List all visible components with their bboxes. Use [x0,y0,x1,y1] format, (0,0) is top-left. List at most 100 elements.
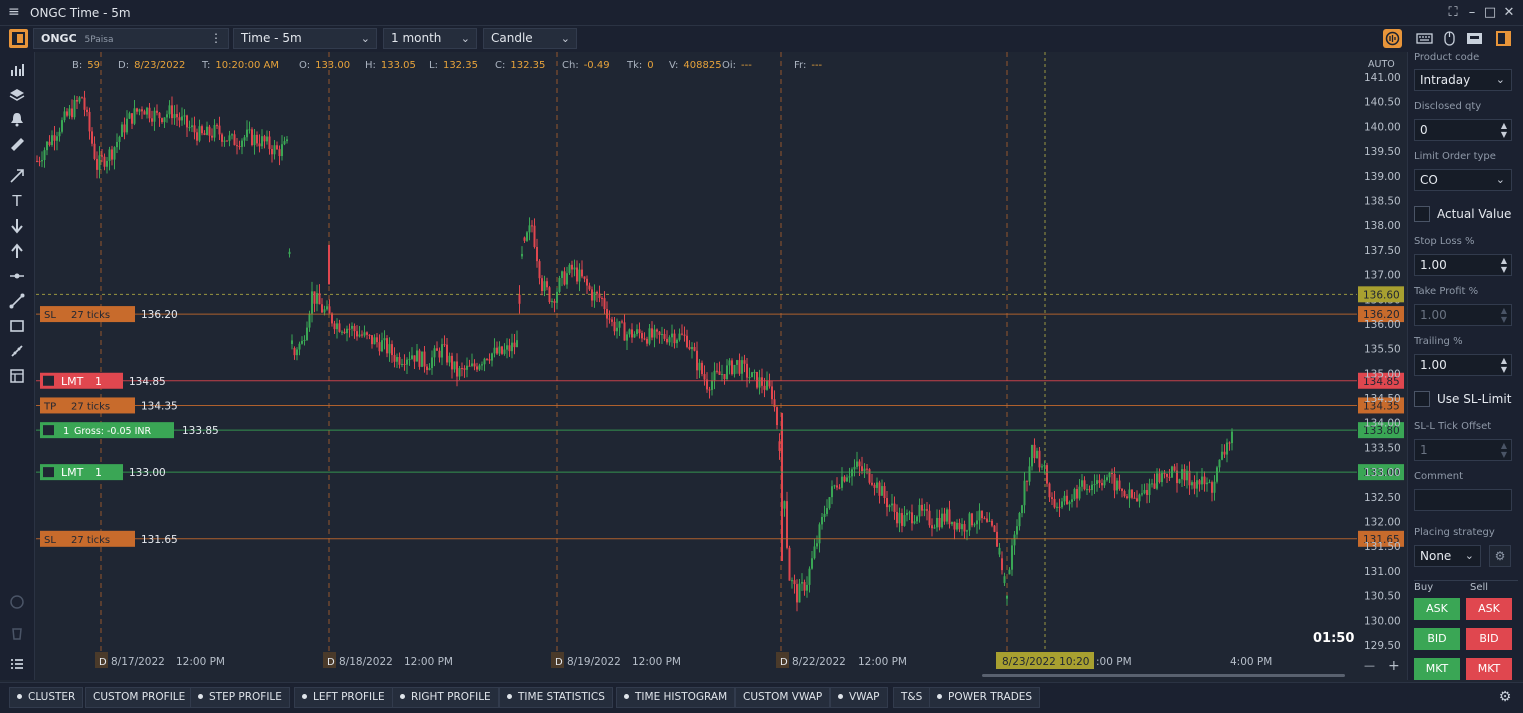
limit-order-type-select[interactable]: CO ⌄ [1414,169,1512,191]
tab-vwap[interactable]: VWAP [830,687,888,708]
hamburger-icon[interactable]: ≡ [8,4,20,20]
templates-icon[interactable] [8,367,26,385]
trendline-arrow-icon[interactable] [8,167,26,185]
candle-body [898,513,901,524]
candle-body [921,504,923,511]
candle-body [1206,482,1208,485]
tab-cluster[interactable]: CLUSTER [9,687,84,708]
candle-body [593,291,596,301]
take-profit-input[interactable]: 1.00 ▲ ▼ [1414,304,1512,326]
tab-power-trades[interactable]: POWER TRADES [929,687,1041,708]
more-icon[interactable]: ⋮ [210,31,222,45]
spinner-icon[interactable]: ▲ ▼ [1500,441,1507,459]
product-code-select[interactable]: Intraday ⌄ [1414,69,1512,91]
sell-mkt-button[interactable]: MKT [1466,658,1512,680]
candle-body [308,313,311,328]
spinner-icon[interactable]: ▲ ▼ [1500,306,1507,324]
buy-ask-button[interactable]: ASK [1414,598,1460,620]
symbol-selector[interactable]: ONGC 5Paisa ⋮ [33,28,229,49]
candle-body [808,568,811,585]
sl-tick-offset-input[interactable]: 1 ▲ ▼ [1414,439,1512,461]
layers-icon[interactable] [8,86,26,104]
tab-time-histogram[interactable]: TIME HISTOGRAM [616,687,736,708]
magnet-icon[interactable] [8,342,26,360]
alert-bell-icon[interactable] [8,110,26,128]
horizontal-line-icon[interactable] [8,267,26,285]
close-icon[interactable]: ✕ [1503,5,1515,20]
right-panel-toggle-icon[interactable] [1494,29,1513,48]
candle-body [476,366,478,370]
hide-drawings-icon[interactable] [8,593,26,611]
tab-custom-profile[interactable]: CUSTOM PROFILE [85,687,194,708]
candle-body [483,358,486,365]
tab-t-s[interactable]: T&S [893,687,931,708]
tab-left-profile[interactable]: LEFT PROFILE [294,687,393,708]
candle-body [901,513,903,526]
tab-step-profile[interactable]: STEP PROFILE [190,687,290,708]
tab-right-profile[interactable]: RIGHT PROFILE [392,687,499,708]
spinner-icon[interactable]: ▲ ▼ [1500,356,1507,374]
comment-input[interactable] [1414,489,1512,511]
tab-custom-vwap[interactable]: CUSTOM VWAP [735,687,831,708]
candle-body [171,105,173,119]
minimize-icon[interactable]: – [1468,5,1476,20]
sell-ask-button[interactable]: ASK [1466,598,1512,620]
line-tool-icon[interactable] [8,292,26,310]
timeframe-select[interactable]: Time - 5m ⌄ [233,28,377,49]
sell-bid-button[interactable]: BID [1466,628,1512,650]
axis-price-label: 133.80 [1363,425,1400,437]
sidebar-toggle-icon[interactable] [9,29,28,48]
delete-drawings-icon[interactable] [8,624,26,642]
candle-body [1133,497,1136,499]
stop-loss-input[interactable]: 1.00 ▲ ▼ [1414,254,1512,276]
order-tag [40,372,123,389]
strategy-settings-gear-icon[interactable]: ⚙ [1489,545,1511,567]
mouse-icon[interactable] [1440,29,1459,48]
candle-body [221,134,223,142]
objects-list-icon[interactable] [8,655,26,673]
spinner-icon[interactable]: ▲ ▼ [1500,256,1507,274]
buy-bid-button[interactable]: BID [1414,628,1460,650]
range-select[interactable]: 1 month ⌄ [383,28,477,49]
arrow-up-icon[interactable] [8,242,26,260]
use-sl-limit-checkbox[interactable] [1414,391,1430,407]
candle-body [528,225,531,233]
buy-mkt-button[interactable]: MKT [1414,658,1460,680]
text-tool-icon[interactable]: T [12,192,22,210]
candle-body [61,120,63,132]
settings-gear-icon[interactable]: ⚙ [1498,689,1512,705]
candle-body [761,377,763,386]
rectangle-tool-icon[interactable] [8,317,26,335]
symbol-name: ONGC [41,32,77,45]
trailing-input[interactable]: 1.00 ▲ ▼ [1414,354,1512,376]
chart-type-select[interactable]: Candle ⌄ [483,28,577,49]
candle-body [1231,431,1233,444]
fullscreen-icon[interactable]: ⛶ [1448,5,1458,20]
candle-body [331,313,333,324]
candlestick-chart-svg[interactable]: SL 27 ticks 136.20 136.20 LMT 1 134.85 134.85 TP… [36,52,1406,680]
active-dot-icon [302,693,307,699]
tab-time-statistics[interactable]: TIME STATISTICS [499,687,613,708]
indicators-icon[interactable] [8,61,26,79]
trade-panel-icon[interactable] [1465,29,1484,48]
info-item: L: 132.35 [429,60,478,71]
candle-body [1188,470,1191,486]
arrow-down-icon[interactable] [8,217,26,235]
ruler-icon[interactable] [8,135,26,153]
actual-value-checkbox[interactable] [1414,206,1430,222]
y-axis-tick: 135.50 [1364,344,1401,356]
placing-strategy-select[interactable]: None ⌄ [1414,545,1481,567]
candle-body [481,364,483,366]
tab-label: TIME STATISTICS [518,691,605,703]
broker-name: 5Paisa [84,35,114,45]
order-tag-kind: SL [44,310,56,321]
disclosed-qty-input[interactable]: 0 ▲ ▼ [1414,119,1512,141]
price-chart[interactable]: SL 27 ticks 136.20 136.20 LMT 1 134.85 134.85 TP… [36,52,1406,680]
maximize-icon[interactable]: □ [1483,5,1497,20]
spinner-icon[interactable]: ▲ ▼ [1500,121,1507,139]
candle-body [976,520,978,525]
keyboard-icon[interactable] [1415,29,1434,48]
chart-toolbar: ONGC 5Paisa ⋮ Time - 5m ⌄ 1 month ⌄ Cand… [0,26,1523,52]
candle-body [673,333,676,344]
trading-mode-icon[interactable] [1383,29,1402,48]
